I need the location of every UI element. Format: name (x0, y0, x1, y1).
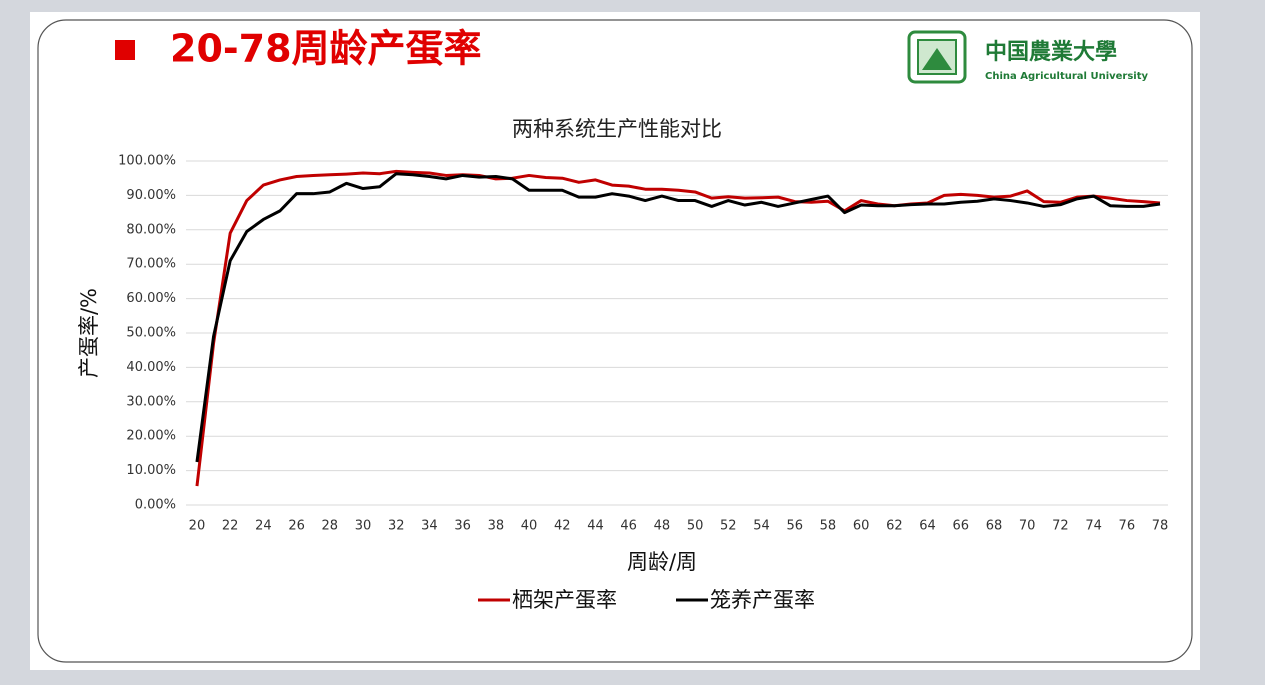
logo-en: China Agricultural University (985, 71, 1149, 82)
x-tick-label: 30 (355, 519, 372, 534)
x-tick-label: 78 (1152, 519, 1169, 534)
x-tick-label: 40 (521, 519, 538, 534)
x-tick-label: 68 (986, 519, 1003, 534)
x-tick-label: 38 (488, 519, 505, 534)
y-tick-label: 70.00% (126, 257, 176, 272)
logo-cn: 中国農業大學 (985, 39, 1117, 65)
x-tick-label: 26 (288, 519, 305, 534)
x-tick-label: 72 (1052, 519, 1069, 534)
x-tick-label: 46 (620, 519, 637, 534)
x-tick-label: 60 (853, 519, 870, 534)
x-tick-label: 76 (1119, 519, 1136, 534)
legend-label: 笼养产蛋率 (710, 588, 815, 612)
x-tick-label: 74 (1085, 519, 1102, 534)
logo-emblem (907, 30, 967, 84)
x-tick-label: 56 (786, 519, 803, 534)
x-tick-label: 70 (1019, 519, 1036, 534)
y-tick-label: 0.00% (135, 498, 176, 513)
x-tick-label: 64 (919, 519, 936, 534)
y-tick-label: 20.00% (126, 429, 176, 444)
title-bullet (115, 40, 135, 60)
x-tick-label: 44 (587, 519, 604, 534)
y-tick-label: 90.00% (126, 188, 176, 203)
y-tick-label: 10.00% (126, 463, 176, 478)
x-tick-label: 36 (454, 519, 471, 534)
x-tick-label: 22 (222, 519, 239, 534)
x-tick-label: 48 (654, 519, 671, 534)
x-tick-label: 54 (753, 519, 770, 534)
series-line (195, 172, 1161, 463)
x-tick-label: 50 (687, 519, 704, 534)
y-axis-label: 产蛋率/% (77, 288, 101, 378)
y-tick-label: 100.00% (118, 154, 176, 169)
y-tick-label: 30.00% (126, 394, 176, 409)
x-tick-label: 32 (388, 519, 405, 534)
slide-background (30, 12, 1200, 670)
x-tick-label: 62 (886, 519, 903, 534)
slide-title: 20-78周龄产蛋率 (170, 27, 482, 71)
y-tick-label: 80.00% (126, 222, 176, 237)
x-tick-label: 66 (953, 519, 970, 534)
y-tick-label: 50.00% (126, 326, 176, 341)
y-tick-label: 60.00% (126, 291, 176, 306)
series-line (195, 169, 1161, 487)
x-tick-label: 28 (322, 519, 339, 534)
x-tick-label: 42 (554, 519, 571, 534)
x-tick-label: 34 (421, 519, 438, 534)
x-tick-label: 24 (255, 519, 272, 534)
x-tick-label: 52 (720, 519, 737, 534)
legend-label: 栖架产蛋率 (512, 588, 617, 612)
y-tick-label: 40.00% (126, 360, 176, 375)
x-axis-label: 周龄/周 (627, 550, 697, 574)
x-tick-label: 20 (189, 519, 206, 534)
x-tick-label: 58 (820, 519, 837, 534)
chart-title: 两种系统生产性能对比 (512, 117, 722, 141)
slide-frame (37, 19, 1193, 663)
